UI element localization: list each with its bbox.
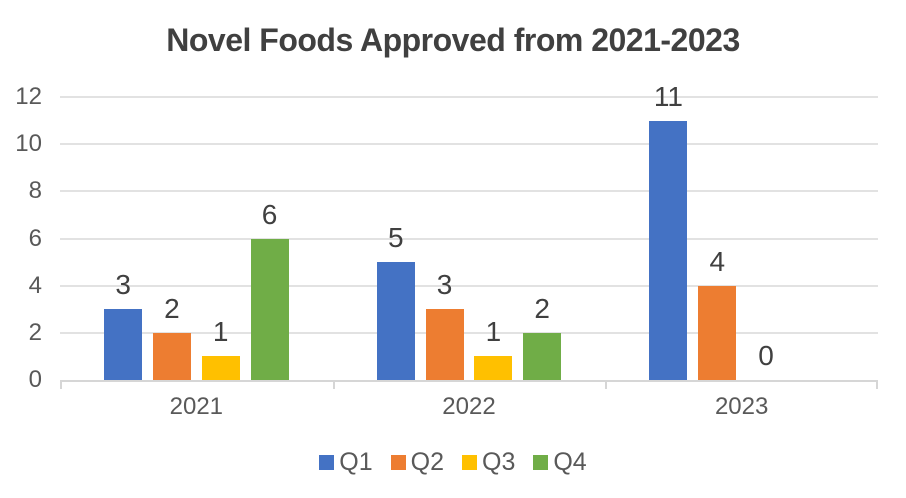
value-label-q4-2022: 2 [534,292,550,324]
x-axis-tick [60,380,62,389]
value-label-q3-2021: 1 [212,316,229,348]
gridline [60,143,878,146]
legend-label: Q2 [410,448,444,476]
x-axis-category-label: 2023 [714,393,769,420]
y-axis-tick-label: 6 [28,224,42,252]
legend-item-q4: Q4 [533,448,587,476]
gridline [60,284,878,287]
bar-q3-2021 [201,356,240,380]
y-axis-tick-label: 0 [28,366,42,393]
x-axis-category-label: 2021 [169,393,224,420]
y-axis-tick-label: 4 [28,271,42,299]
value-label-q1-2022: 5 [388,222,404,254]
legend-label: Q3 [482,448,516,476]
value-label-q4-2021: 6 [261,198,278,230]
legend-marker-q1-icon [319,454,335,470]
legend-marker-q2-icon [390,454,406,470]
bar-q1-2023 [649,120,688,380]
y-axis-tick-label: 2 [28,318,42,346]
gridline [60,96,878,98]
bar-q4-2021 [250,238,289,380]
gridline [60,331,878,334]
bar-q2-2023 [698,285,737,380]
y-axis-tick-label: 8 [28,177,42,205]
value-label-q3-2023: 0 [758,340,774,371]
legend-item-q1: Q1 [319,448,373,476]
bar-q1-2022 [376,262,415,380]
x-axis-category-label: 2022 [442,393,496,420]
value-label-q2-2022: 3 [436,269,453,301]
legend-label: Q4 [553,448,587,476]
chart-title: Novel Foods Approved from 2021-2023 [166,22,740,58]
y-axis-tick-label: 12 [15,83,42,110]
x-axis-tick [605,380,608,389]
x-axis-tick [876,380,878,389]
y-axis-tick-label: 10 [15,130,42,158]
value-label-q1-2023: 11 [653,80,683,112]
bar-q3-2022 [474,356,513,380]
gridline [60,190,878,193]
legend-marker-q4-icon [533,454,549,470]
value-label-q2-2021: 2 [164,292,180,324]
bar-q2-2021 [152,332,191,380]
legend-item-q2: Q2 [390,448,444,476]
x-axis-line [60,380,878,382]
x-axis-tick [332,380,335,389]
legend-item-q3: Q3 [462,448,515,476]
bar-q1-2021 [104,309,143,380]
gridline [60,237,878,240]
bar-q4-2022 [523,332,562,380]
legend-marker-q3-icon [462,454,477,470]
bar-q2-2022 [425,309,464,380]
value-label-q2-2023: 4 [709,245,726,277]
legend-label: Q1 [339,448,373,476]
value-label-q3-2022: 1 [485,316,502,348]
value-label-q1-2021: 3 [115,269,131,301]
legend: Q1 Q2 Q3 Q4 [0,448,906,476]
